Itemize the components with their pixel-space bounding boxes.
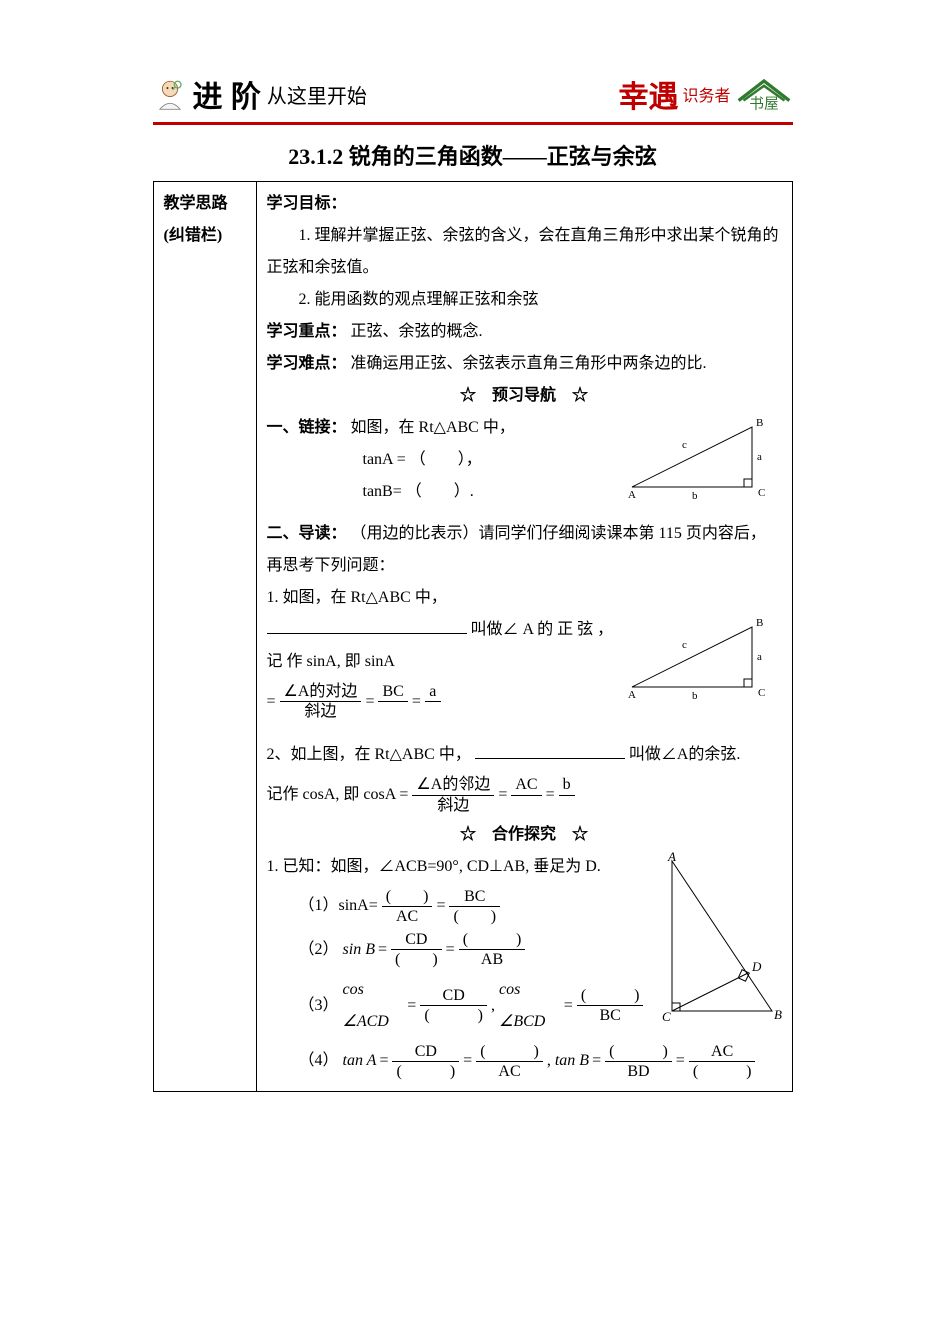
read-label: 二、导读： (267, 525, 347, 542)
roof-text: 书屋 (749, 96, 778, 112)
svg-text:C: C (758, 687, 765, 699)
svg-text:A: A (628, 489, 636, 501)
frac-a: a (425, 682, 441, 721)
q2-blank (475, 742, 625, 759)
q2-line1: 2、如上图，在 Rt△ABC 中， 叫做∠A的余弦. (267, 739, 782, 771)
link-label: 一、链接： (267, 419, 347, 436)
coop-item-2: （2） sin B= CD( ) = ( )AB (299, 930, 644, 969)
svg-text:b: b (692, 490, 698, 502)
banner-right: 幸遇 识务者 书屋 (618, 72, 792, 116)
frac-ac: AC (511, 775, 541, 814)
svg-text:B: B (756, 617, 763, 629)
q1-formula: = ∠A的对边 斜边 = BC = a (267, 682, 614, 721)
banner-right-main: 幸遇 (618, 72, 678, 116)
svg-text:c: c (682, 439, 687, 451)
read-row: 二、导读： （用边的比表示）请同学们仔细阅读课本第 115 页内容后，再思考下列… (267, 518, 782, 582)
keypoint-label: 学习重点： (267, 323, 347, 340)
frac-b: b (559, 775, 575, 814)
q2-line2-pre: 记作 cosA, 即 cosA = (267, 779, 409, 811)
link-text: 如图，在 Rt△ABC 中， (351, 419, 515, 436)
frac-linbian: ∠A的邻边 斜边 (412, 775, 494, 814)
q2-formula: 记作 cosA, 即 cosA = ∠A的邻边 斜边 = AC = b (267, 775, 782, 814)
svg-text:a: a (757, 651, 762, 663)
svg-text:C: C (662, 1009, 671, 1024)
keypoint-text: 正弦、余弦的概念. (351, 323, 483, 340)
coop-item-4: （4） tan A= CD( ) = ( )AC , tan B= ( )BD … (299, 1042, 782, 1081)
page-title: 23.1.2 锐角的三角函数——正弦与余弦 (150, 139, 795, 171)
keypoint-row: 学习重点： 正弦、余弦的概念. (267, 316, 782, 348)
svg-text:A: A (628, 689, 636, 701)
svg-text:B: B (756, 417, 763, 429)
svg-text:c: c (682, 639, 687, 651)
banner-right-sub: 识务者 (682, 82, 730, 106)
main-table: 教学思路 (纠错栏) 学习目标： 1. 理解并掌握正弦、余弦的含义，会在直角三角… (153, 181, 793, 1092)
q2-pre: 2、如上图，在 Rt△ABC 中， (267, 746, 471, 763)
content-cell: 学习目标： 1. 理解并掌握正弦、余弦的含义，会在直角三角形中求出某个锐角的正弦… (256, 182, 792, 1092)
svg-text:C: C (758, 487, 765, 499)
objective-1: 1. 理解并掌握正弦、余弦的含义，会在直角三角形中求出某个锐角的正弦和余弦值。 (267, 220, 782, 284)
q2-post: 叫做∠A的余弦. (629, 746, 741, 763)
banner-left-sub: 从这里开始 (267, 80, 367, 109)
banner: 进 阶 从这里开始 幸遇 识务者 书屋 (153, 70, 793, 125)
coop-item-1: （1）sinA= ( )AC = BC( ) (299, 887, 644, 926)
svg-text:b: b (692, 690, 698, 702)
coop-item1-label: （1）sinA= (299, 890, 378, 922)
difficulty-text: 准确运用正弦、余弦表示直角三角形中两条边的比. (351, 355, 707, 372)
coop-item2-label: （2） (299, 934, 339, 966)
svg-text:a: a (757, 451, 762, 463)
triangle-1-diagram: A B C a b c (622, 412, 782, 502)
triangle-1b-diagram: A B C a b c (622, 612, 782, 702)
objectives-label: 学习目标： (267, 188, 782, 220)
section1-header: ☆ 预习导航 ☆ (267, 380, 782, 412)
banner-left: 进 阶 从这里开始 (153, 72, 367, 116)
q1-pre: 1. 如图，在 Rt△ABC 中， (267, 589, 447, 606)
sidebar-line1: 教学思路 (164, 188, 246, 220)
difficulty-label: 学习难点： (267, 355, 347, 372)
person-icon (153, 77, 187, 111)
coop-item-3: （3） cos ∠ACD= CD( ) , cos ∠BCD= ( )BC (299, 974, 644, 1038)
coop-item3-label: （3） (299, 990, 339, 1022)
svg-text:A: A (667, 851, 676, 864)
difficulty-row: 学习难点： 准确运用正弦、余弦表示直角三角形中两条边的比. (267, 348, 782, 380)
triangle-2-diagram: A B C D (652, 851, 782, 1026)
section2-header: ☆ 合作探究 ☆ (267, 819, 782, 851)
spacer (267, 508, 782, 518)
objective-2: 2. 能用函数的观点理解正弦和余弦 (267, 284, 782, 316)
house-icon: 书屋 (735, 76, 793, 112)
frac-bc: BC (378, 682, 407, 721)
banner-left-main: 进 阶 (193, 72, 261, 116)
sidebar-cell: 教学思路 (纠错栏) (153, 182, 256, 1092)
frac-duibian: ∠A的对边 斜边 (280, 682, 362, 721)
coop-item4-label: （4） (299, 1045, 339, 1077)
svg-text:B: B (774, 1007, 782, 1022)
page: 进 阶 从这里开始 幸遇 识务者 书屋 23.1.2 锐角的三角函数——正弦与余… (0, 0, 945, 1337)
svg-text:D: D (751, 959, 762, 974)
sidebar-line2: (纠错栏) (164, 220, 246, 252)
q1-blank (267, 617, 467, 634)
